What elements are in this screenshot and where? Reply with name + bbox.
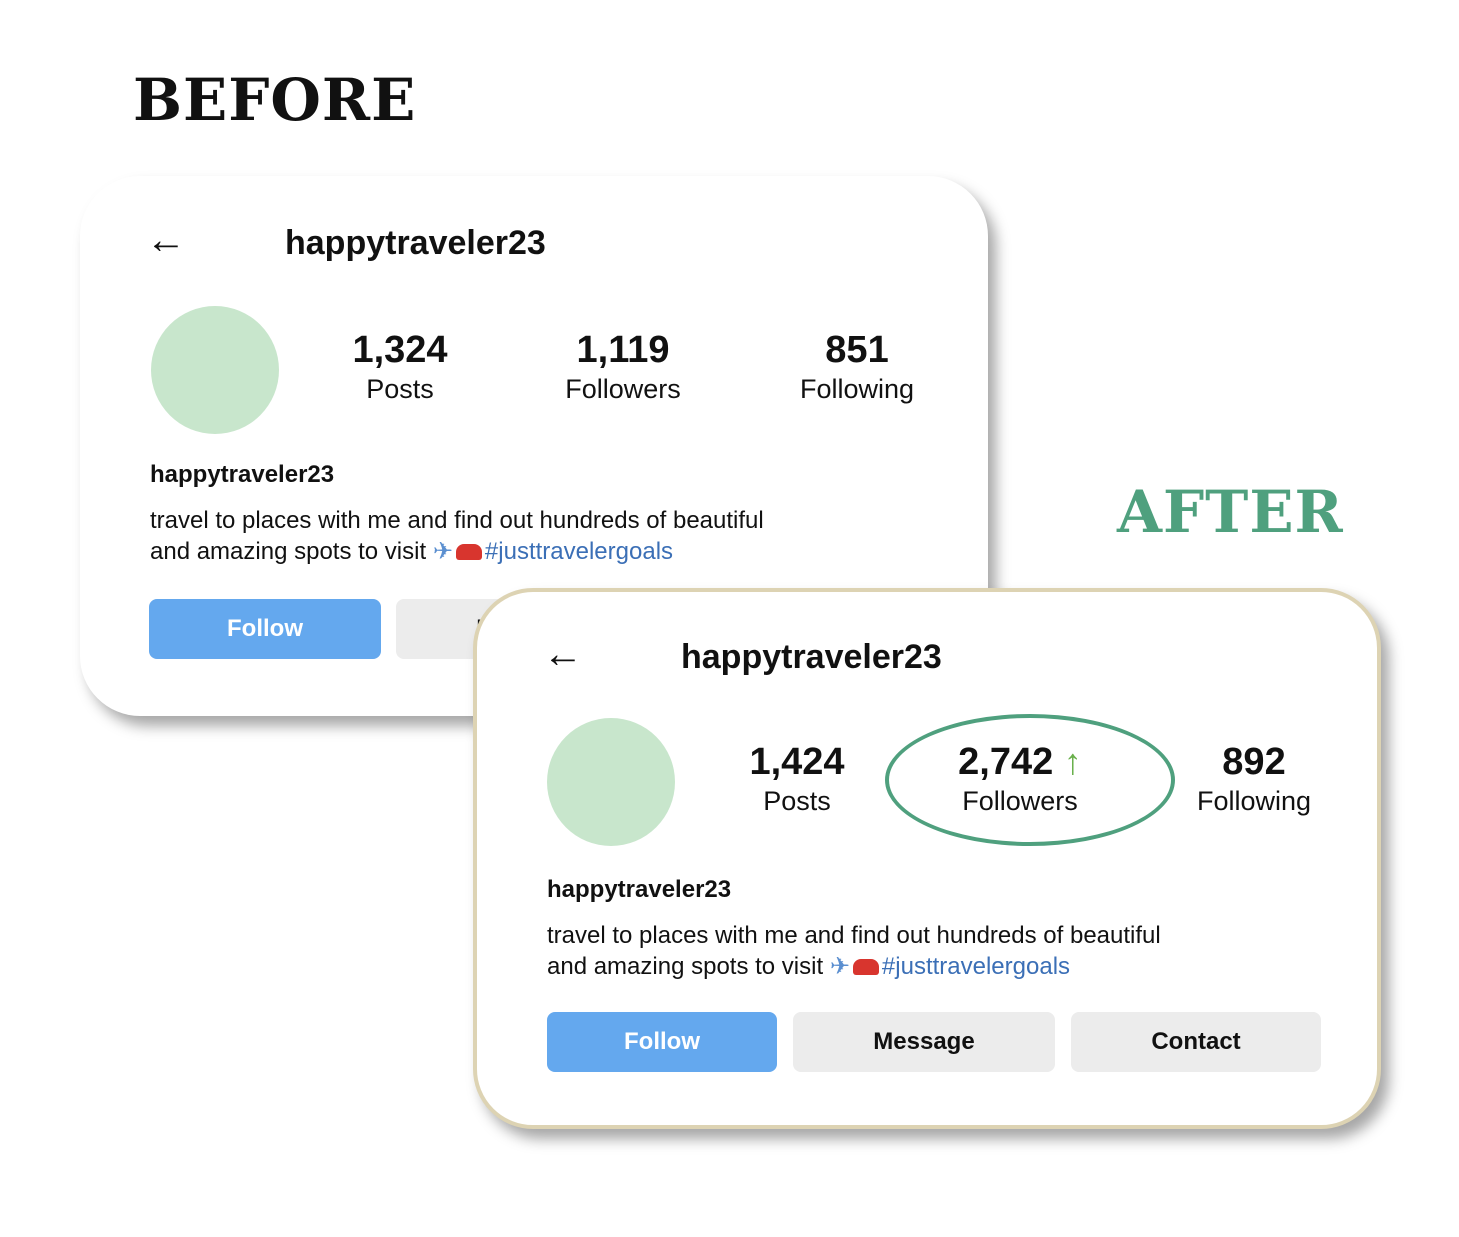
contact-button[interactable]: Contact [1071, 1012, 1321, 1072]
bio-line: and amazing spots to visit [547, 953, 824, 980]
stat-followers[interactable]: 1,119 Followers [523, 328, 723, 406]
stat-following[interactable]: 892 Following [1154, 740, 1354, 818]
stat-label: Following [1196, 786, 1312, 816]
stat-value: 851 [825, 329, 889, 371]
profile-username: happytraveler23 [285, 224, 546, 262]
stat-followers[interactable]: 2,742 ↑ Followers [920, 740, 1120, 818]
stat-label: Following [799, 374, 915, 404]
profile-card-after: ← happytraveler23 1,424 Posts 2,742 ↑ Foll… [473, 588, 1381, 1129]
car-icon [852, 959, 879, 975]
bio-name: happytraveler23 [150, 461, 335, 488]
bio-line: and amazing spots to visit [150, 538, 427, 565]
profile-username: happytraveler23 [681, 638, 942, 676]
car-icon [455, 544, 482, 560]
bio-line: travel to places with me and find out hu… [150, 507, 764, 534]
bio-text: travel to places with me and find out hu… [547, 920, 1307, 982]
after-label: AFTER [1117, 478, 1344, 546]
before-label: BEFORE [133, 66, 417, 134]
stat-value: 892 [1222, 741, 1286, 783]
follow-button[interactable]: Follow [547, 1012, 777, 1072]
hashtag-link[interactable]: #justtravelergoals [484, 538, 674, 565]
airplane-icon: ✈ [432, 538, 453, 565]
stat-label: Posts [763, 786, 831, 816]
hashtag-link[interactable]: #justtravelergoals [881, 953, 1071, 980]
stat-following[interactable]: 851 Following [757, 328, 957, 406]
stat-value: 1,424 [749, 741, 845, 783]
back-arrow-icon[interactable]: ← [543, 632, 583, 676]
follow-button[interactable]: Follow [149, 599, 381, 659]
bio-name: happytraveler23 [547, 876, 732, 903]
stat-label: Followers [962, 786, 1078, 816]
avatar[interactable] [151, 306, 279, 434]
highlight-ring [885, 714, 1175, 846]
bio-line: travel to places with me and find out hu… [547, 922, 1161, 949]
stat-label: Followers [565, 374, 681, 404]
avatar[interactable] [547, 718, 675, 846]
stat-label: Posts [366, 374, 434, 404]
message-button[interactable]: Message [793, 1012, 1055, 1072]
stat-value: 1,119 [576, 329, 670, 371]
stat-posts[interactable]: 1,424 Posts [697, 740, 897, 818]
back-arrow-icon[interactable]: ← [146, 218, 186, 262]
arrow-up-icon: ↑ [1063, 741, 1082, 782]
stat-posts[interactable]: 1,324 Posts [300, 328, 500, 406]
airplane-icon: ✈ [829, 953, 850, 980]
stat-value: 1,324 [352, 329, 448, 371]
bio-text: travel to places with me and find out hu… [150, 505, 910, 567]
stat-value: 2,742 [958, 741, 1054, 783]
